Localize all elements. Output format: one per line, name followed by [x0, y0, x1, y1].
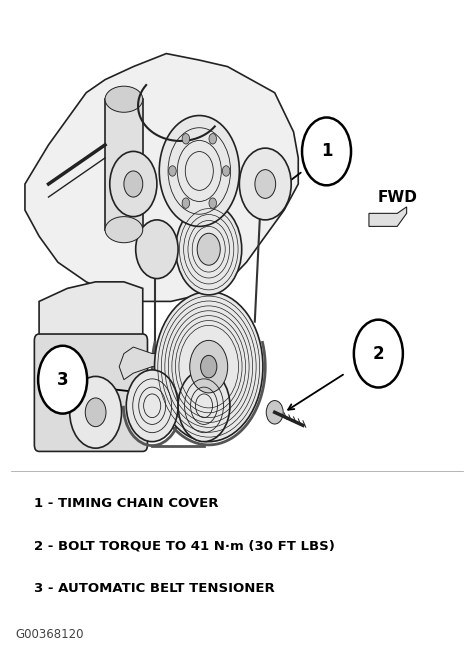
- Circle shape: [136, 220, 178, 278]
- Circle shape: [124, 171, 143, 197]
- Circle shape: [222, 166, 230, 176]
- Text: 1 - TIMING CHAIN COVER: 1 - TIMING CHAIN COVER: [35, 497, 219, 510]
- Text: 3 - AUTOMATIC BELT TENSIONER: 3 - AUTOMATIC BELT TENSIONER: [35, 582, 275, 595]
- Ellipse shape: [105, 86, 143, 112]
- Circle shape: [266, 401, 283, 424]
- Circle shape: [182, 134, 190, 144]
- Circle shape: [126, 370, 178, 441]
- Circle shape: [302, 117, 351, 185]
- Polygon shape: [105, 99, 143, 230]
- Circle shape: [354, 320, 403, 388]
- Text: G00368120: G00368120: [16, 627, 84, 641]
- Polygon shape: [119, 347, 251, 400]
- Circle shape: [178, 370, 230, 441]
- Polygon shape: [39, 282, 143, 438]
- Circle shape: [38, 346, 87, 413]
- Ellipse shape: [105, 217, 143, 243]
- Circle shape: [169, 166, 176, 176]
- Polygon shape: [369, 207, 407, 227]
- Text: FWD: FWD: [377, 189, 417, 204]
- Circle shape: [190, 341, 228, 393]
- Circle shape: [201, 356, 217, 378]
- FancyBboxPatch shape: [35, 334, 147, 451]
- Text: 2: 2: [373, 345, 384, 363]
- Circle shape: [159, 115, 239, 227]
- Circle shape: [155, 291, 263, 441]
- Circle shape: [255, 170, 276, 198]
- Circle shape: [197, 233, 220, 265]
- Circle shape: [176, 204, 242, 295]
- Text: 2 - BOLT TORQUE TO 41 N·m (30 FT LBS): 2 - BOLT TORQUE TO 41 N·m (30 FT LBS): [35, 540, 335, 553]
- Circle shape: [70, 377, 121, 448]
- Circle shape: [110, 151, 157, 217]
- Text: 1: 1: [321, 142, 332, 160]
- Circle shape: [209, 134, 217, 144]
- Circle shape: [85, 398, 106, 426]
- Text: 3: 3: [57, 371, 68, 388]
- Circle shape: [182, 198, 190, 208]
- Polygon shape: [25, 54, 298, 301]
- Circle shape: [239, 148, 291, 220]
- Circle shape: [209, 198, 217, 208]
